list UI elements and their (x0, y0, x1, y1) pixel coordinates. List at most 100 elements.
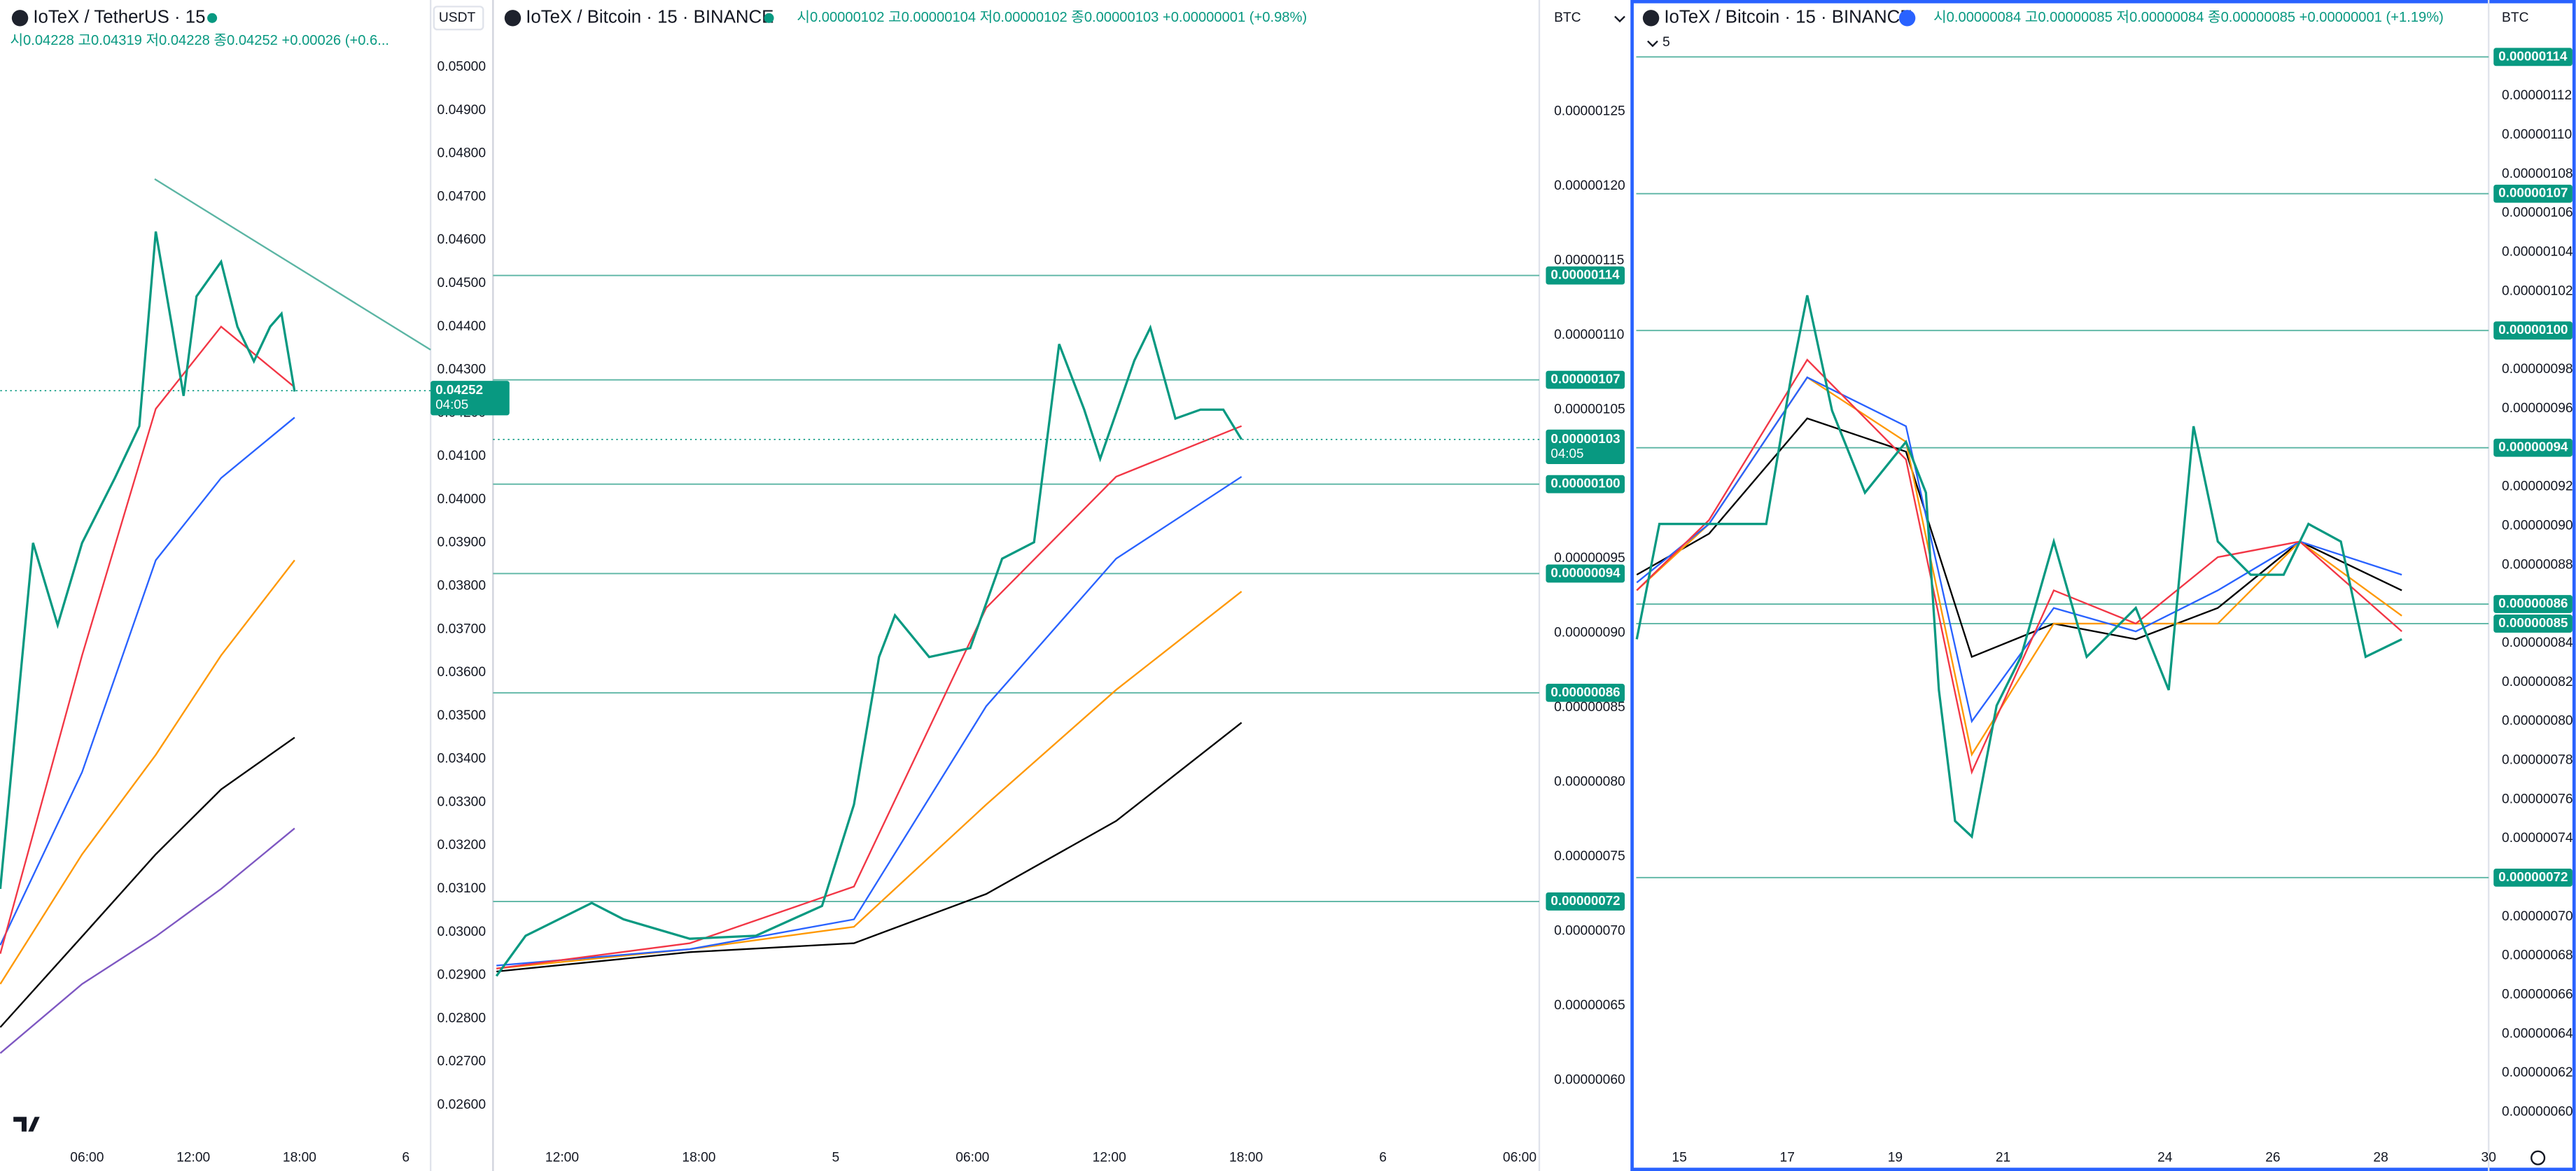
dropdown-chevron[interactable] (1614, 15, 1625, 23)
price-badge (2493, 438, 2572, 457)
y-tick-label: 0.02900 (438, 968, 486, 983)
symbol-logo (504, 10, 522, 27)
price-badge (1546, 564, 1625, 583)
replay-icon[interactable] (1898, 10, 1916, 27)
y-tick-label: 0.00000112 (2502, 88, 2572, 103)
y-tick-label: 0.00000085 (1554, 700, 1625, 715)
y-tick-label: 0.00000080 (1554, 775, 1625, 790)
symbol-title[interactable]: IoTeX / TetherUS · 15 (33, 8, 205, 27)
current-price-label: 0.04252 (435, 382, 483, 397)
y-tick-label: 0.00000098 (2502, 362, 2573, 377)
y-tick-label: 0.03700 (438, 622, 486, 636)
y-tick-label: 0.00000092 (2502, 479, 2573, 494)
market-status (764, 13, 774, 23)
y-tick-label: 0.02800 (438, 1011, 486, 1025)
price-badge (2493, 595, 2572, 613)
settings-icon[interactable] (2530, 1150, 2546, 1165)
currency-button[interactable] (433, 6, 484, 31)
y-tick-label: 0.00000115 (1554, 253, 1624, 267)
price-series-line (0, 559, 295, 985)
y-tick-label: 0.04800 (438, 146, 486, 161)
price-badge (1546, 683, 1625, 702)
symbol-logo (1642, 10, 1660, 27)
y-tick-label: 0.03000 (438, 925, 486, 939)
y-tick-label: 0.00000088 (2502, 557, 2573, 572)
y-tick-label: 0.04100 (438, 449, 486, 463)
price-series-line (1635, 295, 2402, 839)
y-tick-label: 0.00000125 (1554, 104, 1625, 118)
x-tick-label: 06:00 (955, 1150, 989, 1165)
y-tick-label: 0.03600 (438, 665, 486, 680)
price-series-line (1636, 376, 2402, 724)
x-tick-label: 6 (1379, 1150, 1387, 1165)
x-tick-label: 17 (1780, 1150, 1795, 1165)
y-tick-label: 0.00000070 (2502, 909, 2573, 924)
symbol-title[interactable]: IoTeX / Bitcoin · 15 · BINANCE (526, 8, 774, 27)
price-badge-label: 0.00000085 (2498, 615, 2568, 630)
y-tick-label: 0.00000104 (2502, 245, 2573, 260)
y-tick-label: 0.04000 (438, 492, 486, 507)
y-tick-label: 0.00000110 (1554, 328, 1624, 342)
x-tick-label: 26 (2265, 1150, 2280, 1165)
symbol-title[interactable]: IoTeX / Bitcoin · 15 · BINANCE (1664, 8, 1912, 27)
trend-line-drawing[interactable] (154, 178, 431, 351)
y-tick-label: 0.00000096 (2502, 401, 2573, 416)
y-tick-label: 0.00000090 (2502, 518, 2573, 533)
ohlc: 시0.00000102 고0.00000104 저0.00000102 종0.0… (797, 9, 1307, 25)
indicator-count[interactable]: 5 (1662, 35, 1670, 50)
y-tick-label: 0.00000060 (2502, 1105, 2573, 1119)
x-tick-label: 18:00 (682, 1150, 715, 1165)
x-tick-label: 18:00 (1229, 1150, 1263, 1165)
y-tick-label: 0.04600 (438, 232, 486, 247)
y-tick-label: 0.00000110 (2502, 127, 2572, 142)
current-price-badge (430, 381, 510, 416)
price-badge-label: 0.00000094 (1550, 565, 1620, 580)
x-tick-label: 5 (832, 1150, 840, 1165)
y-tick-label: 0.00000078 (2502, 752, 2573, 767)
active-panel-border (1630, 0, 2576, 1171)
y-tick-label: 0.03800 (438, 579, 486, 594)
price-badge-label: 0.00000072 (2498, 869, 2568, 884)
y-tick-label: 0.00000084 (2502, 636, 2573, 650)
y-tick-label: 0.00000070 (1554, 924, 1625, 939)
price-badge-label: 0.00000100 (2498, 322, 2568, 337)
price-badge (2493, 48, 2572, 66)
y-tick-label: 0.03900 (438, 535, 486, 550)
x-tick-label: 6 (402, 1150, 410, 1165)
price-badge (1546, 892, 1625, 911)
currency[interactable]: BTC (1554, 10, 1581, 25)
y-tick-label: 0.04300 (438, 363, 486, 377)
y-tick-label: 0.04700 (438, 189, 486, 204)
price-badge-label: 0.00000114 (1550, 267, 1620, 282)
y-tick-label: 0.02700 (438, 1054, 486, 1069)
bar-countdown: 04:05 (1550, 446, 1583, 461)
price-badge-label: 0.00000086 (1550, 685, 1620, 699)
x-tick-label: 06:00 (70, 1150, 104, 1165)
price-badge-label: 0.00000094 (2498, 440, 2568, 454)
y-tick-label: 0.00000068 (2502, 948, 2573, 963)
price-series-line (496, 476, 1242, 967)
x-tick-label: 12:00 (545, 1150, 579, 1165)
x-tick-label: 18:00 (283, 1150, 316, 1165)
price-series-line (495, 324, 1243, 977)
price-badge (2493, 868, 2572, 887)
y-tick-label: 0.00000075 (1554, 849, 1625, 864)
collapse-chevron[interactable] (1647, 40, 1658, 48)
price-badge-label: 0.00000107 (1550, 372, 1620, 386)
price-series-line (0, 231, 296, 890)
y-tick-label: 0.04900 (438, 103, 486, 118)
tradingview-logo[interactable] (13, 1116, 40, 1132)
ohlc: 시0.04228 고0.04319 저0.04228 종0.04252 +0.0… (10, 32, 389, 48)
y-tick-label: 0.00000060 (1554, 1073, 1625, 1088)
y-tick-label: 0.00000120 (1554, 178, 1625, 193)
currency[interactable]: BTC (2502, 10, 2529, 25)
current-price-label: 0.00000103 (1550, 431, 1620, 446)
currency[interactable]: USDT (439, 10, 476, 25)
price-badge-label: 0.00000114 (2498, 48, 2568, 63)
y-tick-label: 0.03200 (438, 838, 486, 853)
price-series-line (0, 325, 295, 954)
y-tick-label: 0.00000064 (2502, 1026, 2573, 1041)
price-badge-label: 0.00000107 (2498, 185, 2568, 200)
